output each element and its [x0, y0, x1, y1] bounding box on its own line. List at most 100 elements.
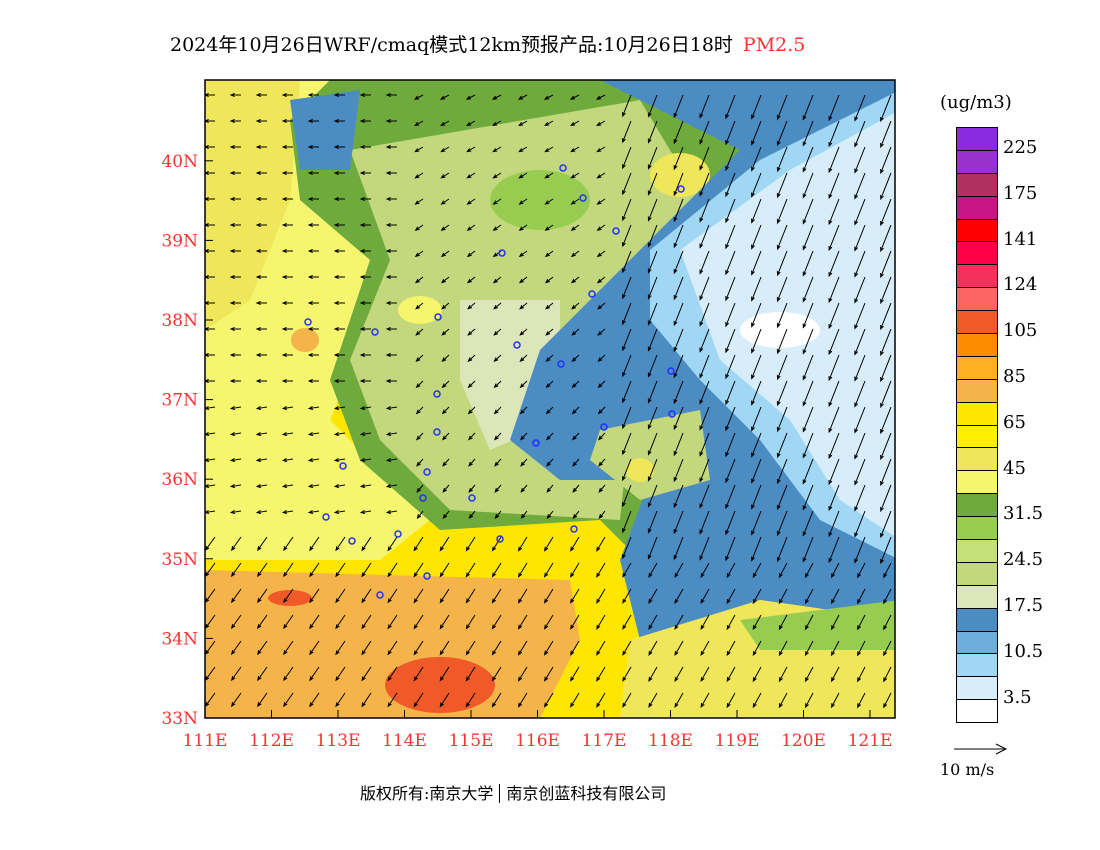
wind-arrow [572, 458, 580, 467]
wind-arrow [854, 302, 866, 330]
wind-arrow [752, 614, 762, 631]
wind-arrow [854, 328, 866, 356]
wind-arrow [725, 146, 736, 172]
wind-arrow [414, 146, 424, 153]
wind-arrow [828, 406, 840, 434]
wind-arrow [673, 458, 684, 483]
wind-arrow [205, 274, 215, 280]
legend-unit: (ug/m3) [940, 92, 1012, 113]
wind-arrow [441, 380, 450, 389]
wind-arrow [828, 484, 840, 512]
wind-arrow [281, 352, 293, 358]
wind-arrow [517, 666, 528, 682]
wind-arrow [674, 692, 684, 709]
wind-arrow [880, 458, 892, 487]
legend-label: 85 [1003, 365, 1026, 387]
wind-arrow [647, 484, 658, 508]
wind-arrow [778, 588, 788, 605]
wind-arrow [647, 432, 658, 456]
wind-arrow [335, 536, 346, 552]
wind-arrow [725, 224, 736, 250]
legend-swatch [957, 311, 997, 335]
wind-arrow [361, 536, 372, 552]
wind-arrow [725, 406, 736, 432]
wind-arrow [752, 562, 762, 579]
wind-arrow [465, 536, 476, 552]
wind-arrow [467, 432, 476, 441]
city-marker [612, 227, 620, 235]
wind-arrow [752, 640, 762, 657]
wind-arrow [571, 302, 580, 310]
wind-arrow [854, 380, 866, 408]
wind-arrow [440, 146, 450, 153]
wind-arrow [699, 120, 710, 145]
legend-swatch [957, 654, 997, 678]
wind-arrow [778, 562, 788, 579]
wind-arrow [518, 224, 528, 231]
city-marker [559, 164, 567, 172]
wind-arrow [229, 484, 242, 489]
wind-arrow [596, 692, 606, 708]
wind-arrow [491, 614, 502, 630]
wind-arrow [465, 562, 476, 578]
wind-arrow [359, 432, 372, 437]
legend-swatch [957, 585, 997, 609]
wind-arrow [281, 484, 294, 489]
wind-arrow [776, 406, 788, 433]
wind-arrow [517, 640, 528, 656]
wind-arrow [776, 276, 788, 303]
wind-arrow [439, 588, 450, 604]
wind-arrow [439, 692, 450, 708]
wind-arrow [725, 276, 736, 302]
wind-arrow [387, 692, 398, 708]
wind-arrow [257, 692, 268, 708]
wind-arrow [493, 380, 502, 389]
wind-arrow [466, 224, 476, 231]
wind-arrow [441, 328, 450, 336]
axis-tick-label: 38N [161, 311, 198, 331]
wind-arrow [281, 300, 293, 306]
wind-arrow [359, 274, 371, 280]
wind-arrow [776, 250, 788, 277]
wind-arrow [281, 458, 294, 463]
wind-arrow [281, 432, 294, 437]
wind-arrow [543, 640, 554, 656]
wind-arrow [622, 640, 632, 656]
wind-arrow [751, 302, 762, 328]
wind-arrow [647, 302, 658, 326]
wind-arrow [751, 458, 762, 484]
wind-arrow [854, 120, 866, 148]
wind-arrow [570, 588, 580, 604]
wind-arrow [883, 588, 892, 605]
legend-label: 225 [1003, 136, 1038, 158]
wind-arrow [854, 146, 866, 174]
city-marker [339, 462, 347, 470]
wind-arrow [597, 432, 606, 441]
wind-arrow [385, 300, 397, 306]
wind-arrow [493, 354, 502, 362]
wind-arrow [622, 562, 632, 578]
city-marker [419, 494, 427, 502]
wind-arrow [752, 666, 762, 683]
concentration-field [205, 80, 895, 718]
wind-arrow [466, 198, 476, 205]
wind-arrow [572, 510, 580, 520]
wind-arrow [439, 614, 450, 630]
wind-arrow [674, 562, 684, 579]
wind-arrow [699, 250, 710, 275]
wind-arrow [857, 562, 866, 579]
axis-tick-label: 114E [382, 731, 427, 751]
wind-arrow [491, 94, 502, 100]
wind-arrow [309, 692, 320, 708]
wind-arrow [281, 170, 293, 176]
wind-arrow [596, 666, 606, 682]
city-marker [600, 423, 608, 431]
wind-arrow [596, 614, 606, 630]
wind-arrow [385, 484, 398, 489]
wind-arrow [491, 666, 502, 682]
wind-arrow [570, 666, 580, 682]
wind-arrow [385, 274, 397, 280]
wind-arrow [571, 380, 580, 389]
wind-arrow [205, 222, 215, 228]
wind-arrow [519, 354, 528, 362]
